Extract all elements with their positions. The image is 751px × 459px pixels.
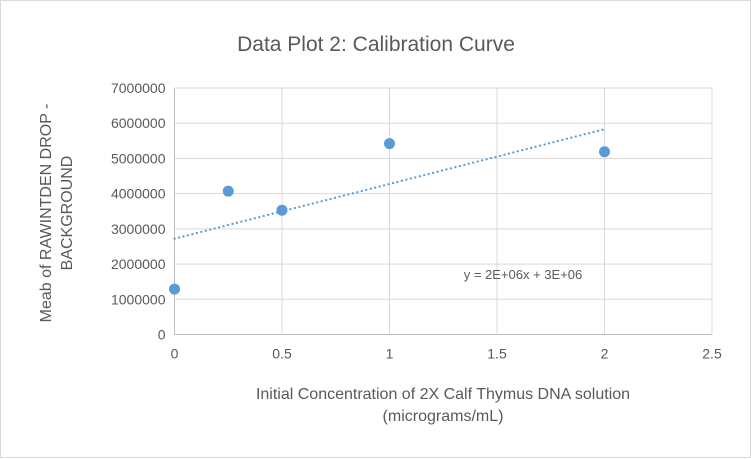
x-tick-label: 0: [171, 346, 179, 362]
x-tick-label: 0.5: [272, 346, 292, 362]
x-axis-label-line2: (micrograms/mL): [383, 408, 504, 425]
trendline-equation: y = 2E+06x + 3E+06: [464, 267, 583, 282]
data-point: [276, 204, 288, 216]
y-axis-label-line2: BACKGROUND: [59, 156, 76, 271]
x-axis-label-line1: Initial Concentration of 2X Calf Thymus …: [256, 386, 630, 403]
x-tick-label: 1: [386, 346, 394, 362]
data-point: [599, 146, 610, 158]
y-tick-label: 3000000: [111, 221, 166, 237]
x-tick-label: 1.5: [487, 346, 507, 362]
trendline: [173, 128, 606, 240]
y-tick-label: 0: [158, 327, 166, 343]
chart-title: Data Plot 2: Calibration Curve: [237, 33, 515, 56]
data-point: [222, 185, 234, 197]
y-tick-label: 5000000: [111, 150, 166, 166]
x-tick-label: 2.5: [702, 346, 722, 362]
data-point: [384, 138, 395, 150]
y-tick-label: 4000000: [111, 186, 166, 202]
y-tick-label: 7000000: [111, 80, 166, 96]
y-axis-label-line1: Meab of RAWINTDEN DROP -: [38, 104, 55, 323]
y-tick-label: 1000000: [111, 291, 166, 307]
x-tick-label: 2: [601, 346, 609, 362]
data-point: [169, 283, 180, 295]
y-tick-label: 2000000: [111, 256, 166, 272]
y-tick-label: 6000000: [111, 115, 166, 131]
